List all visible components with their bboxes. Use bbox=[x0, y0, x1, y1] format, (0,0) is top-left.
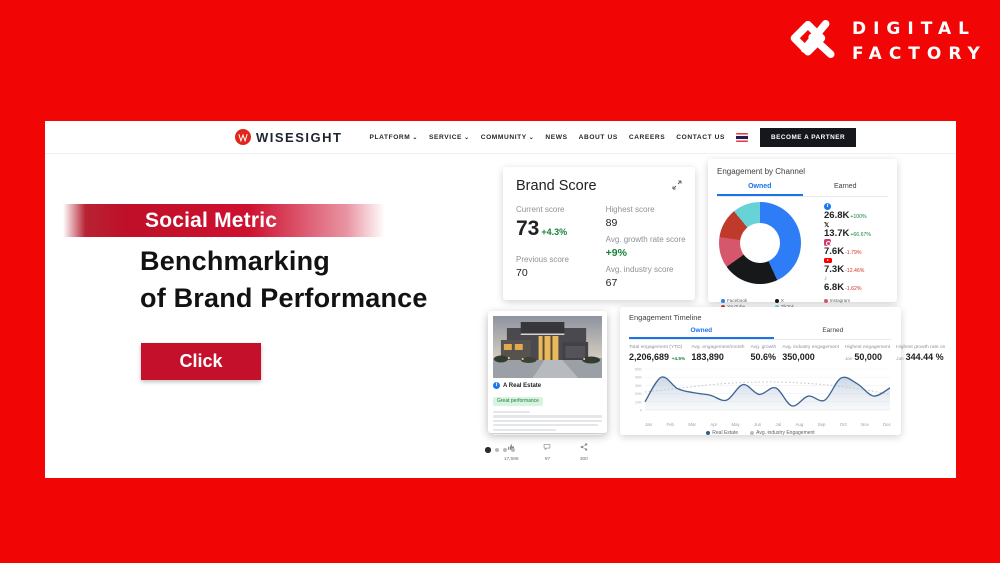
ribbon-label: Social Metric bbox=[145, 208, 278, 232]
carousel-dots bbox=[485, 447, 515, 453]
previous-score-value: 70 bbox=[516, 267, 528, 279]
post-text-placeholder bbox=[493, 411, 602, 431]
svg-text:10K: 10K bbox=[635, 399, 642, 404]
comment-stat[interactable]: 97 bbox=[529, 438, 565, 462]
highest-score-label: Highest score bbox=[605, 205, 655, 214]
become-a-partner-button[interactable]: BECOME A PARTNER bbox=[760, 127, 857, 147]
click-button[interactable]: Click bbox=[141, 343, 261, 380]
channel-legend: Facebook X Instagram YouTube TikTok bbox=[717, 298, 888, 309]
industry-score-label: Avg. industry score bbox=[605, 265, 674, 274]
social-metric-ribbon: Social Metric bbox=[63, 204, 385, 237]
svg-text:40K: 40K bbox=[635, 375, 642, 380]
carousel-dot[interactable] bbox=[494, 447, 499, 452]
tab-earned[interactable]: Earned bbox=[833, 183, 857, 190]
legend-dot-instagram bbox=[823, 298, 828, 303]
date-chip: Jan bbox=[896, 356, 904, 361]
current-score-value: 73 bbox=[516, 217, 540, 240]
legend-dot-youtube bbox=[721, 304, 725, 309]
digital-factory-word-2: FACTORY bbox=[852, 43, 987, 64]
svg-text:30K: 30K bbox=[635, 383, 642, 388]
current-score-label: Current score bbox=[516, 205, 565, 214]
nav-item-service[interactable]: SERVICE ⌄ bbox=[429, 133, 470, 141]
channel-donut-chart bbox=[719, 202, 801, 284]
engagement-timeline-card: Engagement Timeline Owned Earned Total e… bbox=[620, 307, 945, 437]
timeline-legend: Real Estate Avg. industry Engagement bbox=[629, 430, 892, 436]
legend-dot-x bbox=[774, 298, 779, 303]
x-axis-labels: Jan Feb Mar Apr May Jun Jul Aug Sep Oct Nov Dec bbox=[645, 422, 891, 427]
wisesight-logo[interactable]: WISESIGHT bbox=[235, 129, 342, 145]
comment-icon bbox=[544, 443, 551, 451]
hero-heading: Benchmarking of Brand Performance bbox=[140, 243, 428, 317]
social-post-card: f A Real Estate Great performance 17,598… bbox=[488, 311, 607, 462]
nav-bar: WISESIGHT PLATFORM ⌄ SERVICE ⌄ COMMUNITY ⌄ … bbox=[45, 121, 956, 154]
carousel-dot[interactable] bbox=[485, 447, 491, 453]
stat-total-engagement: Total engagement (YTD) 2,206,689 +4.5% bbox=[629, 345, 686, 362]
growth-rate-label: Avg. growth rate score bbox=[605, 235, 686, 244]
chevron-down-icon: ⌄ bbox=[528, 134, 535, 141]
legend-dot-tiktok bbox=[774, 304, 779, 309]
thai-flag-icon[interactable] bbox=[736, 132, 749, 142]
channel-stats: f 26.8K+100% 𝕏 13.7K+66.67% 7.6K-1.79% 7… bbox=[824, 203, 871, 293]
svg-text:20K: 20K bbox=[635, 391, 642, 396]
instagram-icon bbox=[824, 239, 831, 246]
facebook-icon: f bbox=[493, 382, 500, 389]
previous-score-label: Previous score bbox=[516, 255, 569, 264]
industry-score-value: 67 bbox=[605, 277, 618, 289]
stat-highest-growth-rate: Highest growth rate on Jan 344.44 % bbox=[896, 345, 946, 362]
growth-rate-value: +9% bbox=[605, 247, 627, 259]
stat-avg-growth: Avg. growth 50.6% bbox=[750, 345, 777, 362]
engagement-by-channel-card: Engagement by Channel Owned Earned f 26.… bbox=[708, 159, 897, 309]
tab-owned[interactable]: Owned bbox=[717, 180, 803, 196]
facebook-icon: f bbox=[824, 203, 831, 210]
nav-item-careers[interactable]: CAREERS bbox=[628, 133, 666, 141]
digital-factory-word-1: DIGITAL bbox=[852, 18, 976, 39]
svg-text:0: 0 bbox=[640, 408, 643, 413]
stat-highest-engagement: Highest engagement Jan 50,000 bbox=[845, 345, 891, 362]
share-stat[interactable]: 300 bbox=[566, 438, 602, 462]
hero-heading-line2: of Brand Performance bbox=[140, 283, 428, 313]
youtube-icon bbox=[824, 257, 832, 264]
channel-card-title: Engagement by Channel bbox=[717, 167, 806, 176]
legend-dot-facebook bbox=[721, 298, 725, 303]
nav-item-about-us[interactable]: ABOUT US bbox=[578, 133, 618, 141]
brand-score-title: Brand Score bbox=[516, 178, 597, 194]
tiktok-icon: ♪ bbox=[824, 275, 828, 282]
nav-item-community[interactable]: COMMUNITY ⌄ bbox=[480, 133, 535, 141]
date-chip: Jan bbox=[845, 356, 853, 361]
website-panel: WISESIGHT PLATFORM ⌄ SERVICE ⌄ COMMUNITY ⌄ … bbox=[45, 121, 956, 478]
svg-text:50K: 50K bbox=[635, 367, 642, 372]
digital-factory-logo: DIGITAL FACTORY bbox=[786, 14, 987, 69]
carousel-dot[interactable] bbox=[502, 447, 507, 452]
chevron-down-icon: ⌄ bbox=[412, 134, 419, 141]
legend-dot-real-estate bbox=[706, 431, 711, 435]
legend-dot-industry bbox=[750, 431, 755, 435]
hero-heading-line1: Benchmarking bbox=[140, 246, 330, 276]
timeline-card-title: Engagement Timeline bbox=[629, 313, 702, 322]
post-account-name: A Real Estate bbox=[503, 382, 542, 389]
house-photo bbox=[493, 316, 602, 378]
expand-icon[interactable] bbox=[672, 177, 682, 195]
digital-factory-mark-icon bbox=[786, 14, 840, 69]
timeline-tab-owned[interactable]: Owned bbox=[629, 325, 774, 339]
performance-badge: Great performance bbox=[493, 396, 543, 406]
wisesight-logo-text: WISESIGHT bbox=[256, 129, 343, 145]
nav-item-platform[interactable]: PLATFORM ⌄ bbox=[369, 133, 419, 141]
highest-score-value: 89 bbox=[605, 217, 618, 229]
nav-menu: PLATFORM ⌄ SERVICE ⌄ COMMUNITY ⌄ NEWS ABOUT… bbox=[369, 134, 725, 141]
x-icon: 𝕏 bbox=[824, 221, 830, 229]
carousel-dot[interactable] bbox=[510, 447, 515, 452]
timeline-stats-row: Total engagement (YTD) 2,206,689 +4.5% A… bbox=[629, 345, 945, 362]
nav-item-news[interactable]: NEWS bbox=[545, 133, 568, 141]
timeline-tab-earned[interactable]: Earned bbox=[822, 327, 844, 334]
brand-score-card: Brand Score Current score 73 +4.3% Previo… bbox=[503, 167, 695, 300]
stat-avg-engagement-month: Avg. engagement/month 183,890 bbox=[691, 345, 745, 362]
wisesight-logo-icon bbox=[235, 129, 251, 145]
chevron-down-icon: ⌄ bbox=[464, 134, 470, 141]
stat-avg-industry-engagement: Avg. industry engagement 350,000 bbox=[782, 345, 839, 362]
nav-item-contact-us[interactable]: CONTACT US bbox=[676, 133, 726, 141]
current-score-change: +4.3% bbox=[541, 227, 568, 237]
timeline-line-chart: 50K 40K 30K 20K 10K 0 Jan Feb Mar Apr May Jun Jul Au… bbox=[629, 366, 892, 437]
share-icon bbox=[580, 442, 588, 451]
